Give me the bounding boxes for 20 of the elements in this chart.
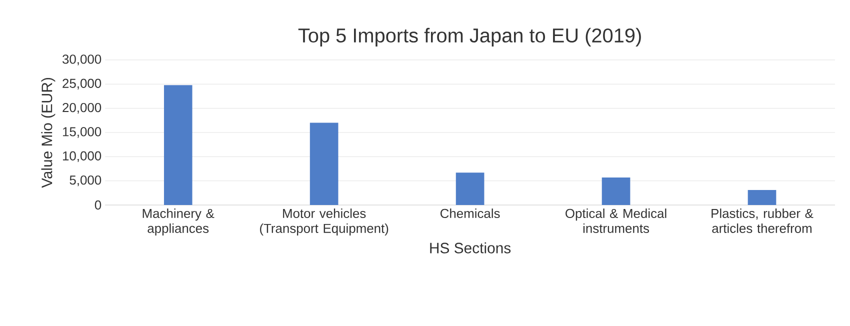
bar bbox=[164, 85, 192, 206]
y-tick-label: 25,000 bbox=[62, 78, 102, 90]
bar bbox=[456, 172, 484, 206]
y-axis-title: Value Mio (EUR) bbox=[41, 78, 56, 188]
y-tick-label: 15,000 bbox=[62, 127, 102, 138]
chart-title: Top 5 Imports from Japan to EU (2019) bbox=[298, 28, 641, 46]
x-tick-label: Machinery & appliances bbox=[142, 208, 214, 236]
x-tick-label: Optical & Medical instruments bbox=[566, 208, 666, 233]
x-tick-label: Motor vehicles (Transport Equipment) bbox=[260, 208, 388, 236]
y-tick-label: 10,000 bbox=[62, 151, 102, 162]
bar bbox=[310, 122, 338, 206]
bar bbox=[602, 177, 630, 206]
x-tick-label: Chemicals bbox=[440, 208, 500, 218]
bar bbox=[748, 190, 776, 206]
y-tick-label: 5,000 bbox=[70, 175, 102, 186]
y-tick-label: 0 bbox=[94, 200, 102, 210]
y-tick-label: 30,000 bbox=[62, 54, 102, 66]
x-axis-title: HS Sections bbox=[430, 242, 511, 254]
x-tick-label: Plastics, rubber & articles therefrom bbox=[712, 208, 814, 233]
y-tick-label: 20,000 bbox=[62, 102, 102, 114]
